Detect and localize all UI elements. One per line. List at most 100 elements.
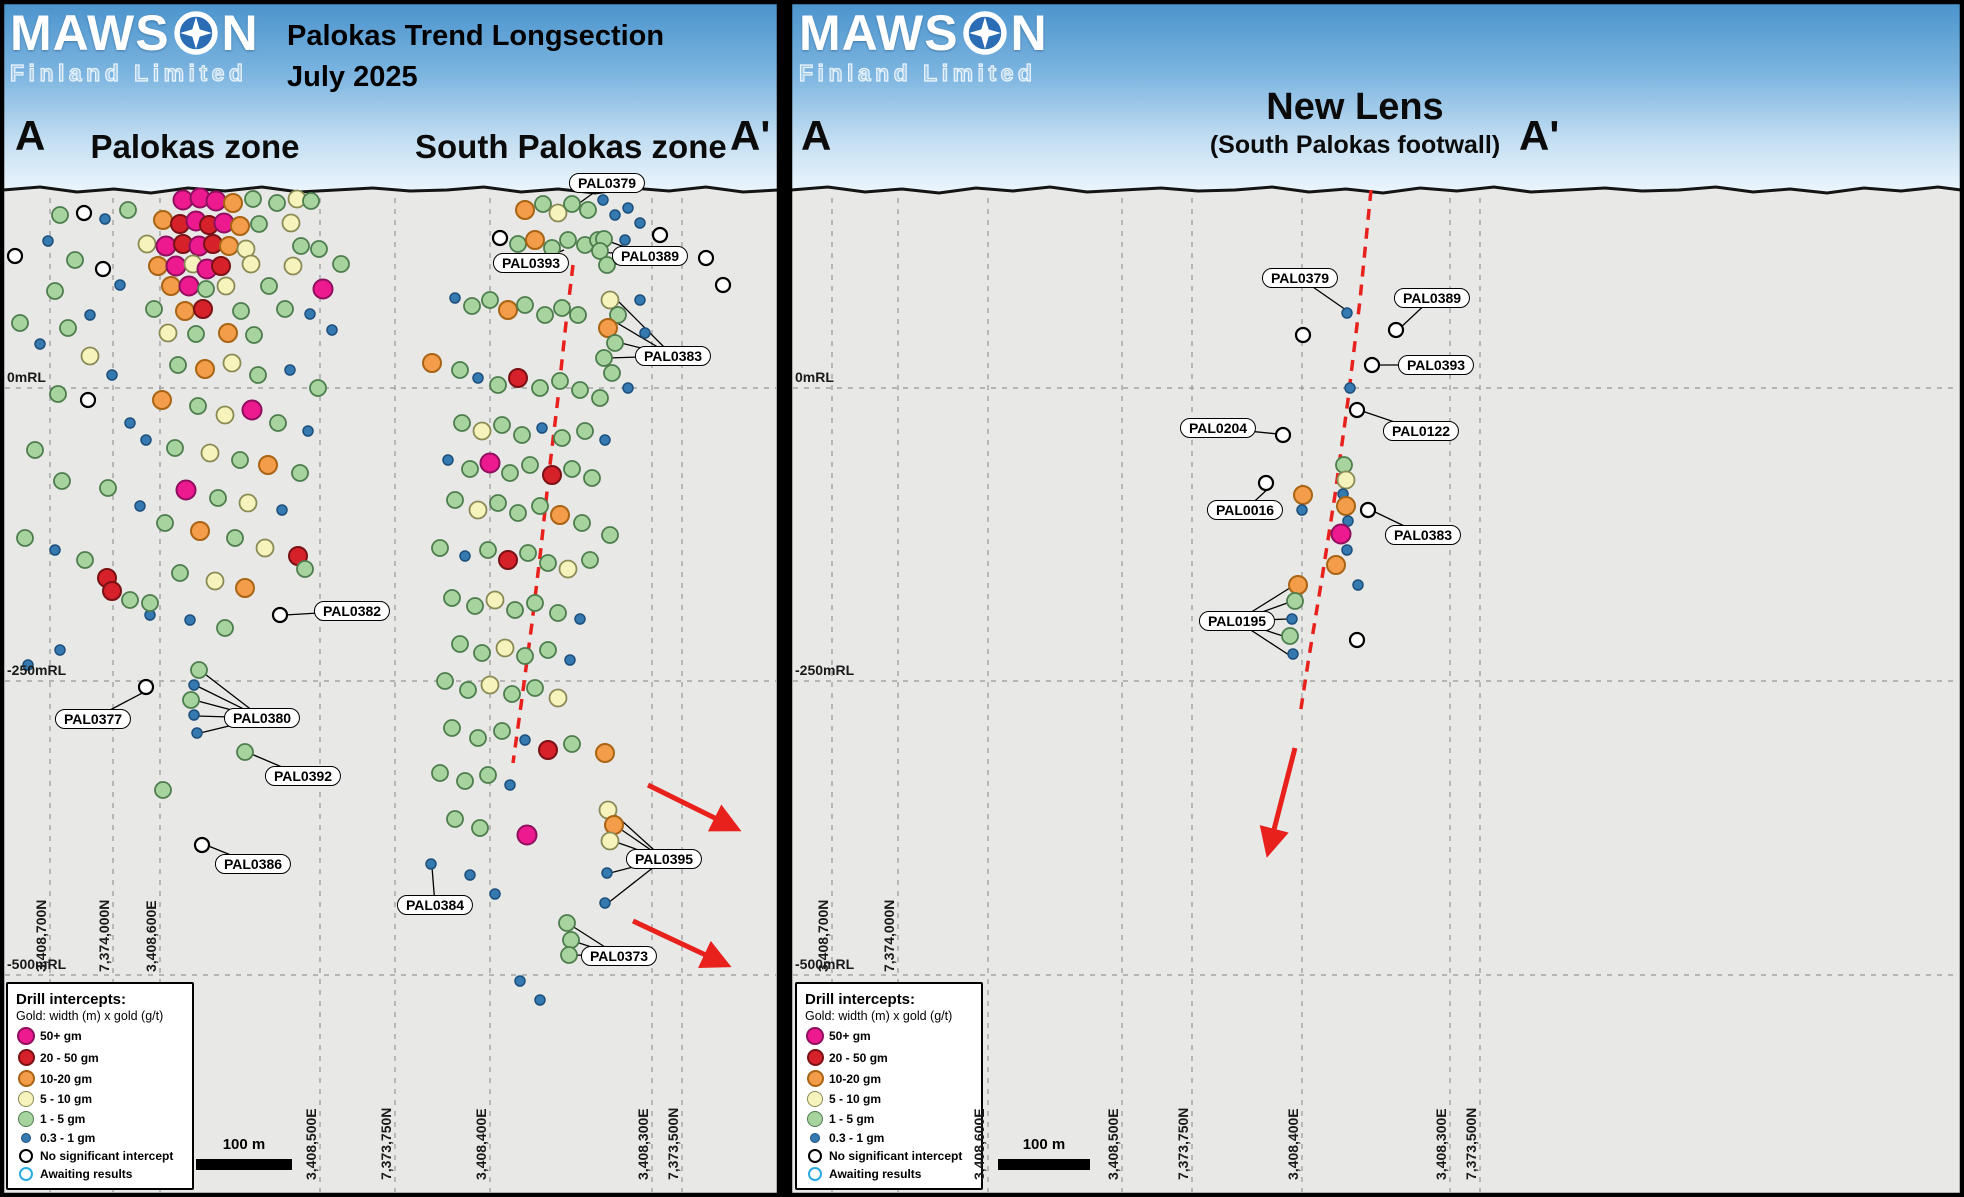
gold-0-3-1-dot [519,734,531,746]
drillhole-label: PAL0016 [1206,500,1284,520]
gold-10-20-dot [550,505,570,525]
gold-10-20-dot [190,521,210,541]
section-marker-aprime-left: A' [730,112,771,159]
gold-0-3-1-dot [622,382,634,394]
drillhole-label: PAL0395 [625,849,703,869]
no-significant-intercept-dot [1359,501,1377,519]
gold-1-5-dot [526,679,544,697]
gold-20-50-dot [508,368,528,388]
gold-50plus-dot [312,278,334,300]
figure-title: Palokas Trend Longsection July 2025 [287,16,664,98]
gold-5-10-dot [137,234,157,254]
gold-1-5-dot [451,361,469,379]
gold-1-5-dot [501,464,519,482]
gold-0-3-1-dot [464,869,476,881]
legend-item-label: Awaiting results [829,1167,922,1181]
scale-bar-rule [196,1159,292,1170]
logo-subtitle: Finland Limited [9,59,248,86]
gold-0-3-1-dot [619,234,631,246]
gold-0-3-1-dot [326,324,338,336]
layer-intercept-dots [6,187,1405,1006]
gold-0-3-1-dot [184,614,196,626]
grid-coordinate-label: 3,408,600E [971,1108,987,1180]
gold-1-5-dot [469,729,487,747]
gold-1-5-dot [187,325,205,343]
no-significant-intercept-legend-dot [19,1149,33,1163]
gold-1-5-dot [493,416,511,434]
gold-1-5-dot [443,589,461,607]
gold-1-5-dot [451,635,469,653]
logo-wordmark: MAWS N [10,8,259,58]
gold-0-3-1-dot [1352,579,1364,591]
gold-1-5-dot [531,379,549,397]
gold-1-5-dot [296,560,314,578]
grid-coordinate-label: 3,408,700N [33,899,49,972]
legend-item-label: 20 - 50 gm [40,1050,99,1065]
no-significant-intercept-dot [1274,426,1292,444]
scale-bar-label: 100 m [1022,1136,1066,1153]
gold-10-20-dot [235,578,255,598]
gold-5-10-dot [255,538,275,558]
no-significant-intercept-dot [1257,474,1275,492]
legend-item-label: 0.3 - 1 gm [829,1131,885,1145]
gold-50plus-legend-dot [806,1027,824,1045]
logo-subtitle: Finland Limited [798,59,1037,86]
drillhole-label: PAL0389 [1393,288,1471,308]
gold-5-10-dot [80,346,100,366]
gold-1-5-dot [479,766,497,784]
gold-20-50-dot [498,550,518,570]
gold-50plus-dot [479,452,501,474]
gold-5-10-dot [495,638,515,658]
gold-1-5-dot [516,647,534,665]
gold-0-3-1-dot [140,434,152,446]
legend-symbol-cell [805,1167,825,1181]
logo-wordmark: MAWS N [799,8,1048,58]
gold-1-5-dot [216,619,234,637]
figure-title-line2: July 2025 [287,61,418,93]
drillhole-label: PAL0392 [264,766,342,786]
drillhole-label: PAL0204 [1179,418,1257,438]
section-marker-a-left: A [15,112,46,159]
gold-1-5-dot [443,719,461,737]
gold-1-5-dot [141,594,159,612]
gold-0-3-1-dot [99,213,111,225]
grid-coordinate-label: 3,408,400E [1285,1108,1301,1180]
gold-1-5-dot [291,464,309,482]
panel-border [789,1,1963,1196]
no-significant-intercept-dot [94,260,112,278]
gold-1-5-dot [16,529,34,547]
gold-1-5-dot [1286,592,1304,610]
legend-items: 50+ gm 20 - 50 gm 10-20 gm 5 - 10 gm 1 - 5 g… [16,1027,184,1181]
drillhole-label: PAL0383 [634,346,712,366]
gold-5-10-dot [238,493,258,513]
legend-item-label: 10-20 gm [40,1071,93,1086]
legend-item-label: 50+ gm [829,1029,871,1043]
gold-1-5-dot [249,366,267,384]
gold-1-5-legend-dot [807,1111,823,1127]
grid-coordinate-label: 7,373,500N [1463,1107,1479,1180]
gold-1-5-dot [431,539,449,557]
gold-0-3-1-dot [425,858,437,870]
gold-5-10-dot [558,559,578,579]
gold-1-5-dot [276,300,294,318]
gold-0-3-1-dot [536,422,548,434]
gold-0-3-1-dot [564,654,576,666]
legend-symbol-cell [16,1149,36,1163]
legend-item: 20 - 50 gm [805,1049,973,1066]
gold-10-20-legend-dot [806,1070,824,1087]
gold-1-5-dot [549,604,567,622]
legend-item: 10-20 gm [805,1070,973,1087]
gold-1-5-dot [436,672,454,690]
grid-coordinate-label: 3,408,600E [143,900,159,972]
gold-1-5-dot [560,946,578,964]
grid-coordinate-label: 7,374,000N [96,899,112,972]
gold-5-10-dot [485,590,505,610]
elevation-label: -250mRL [795,662,855,678]
no-significant-intercept-dot [79,391,97,409]
gold-1-5-dot [190,661,208,679]
legend-item: 5 - 10 gm [16,1091,184,1107]
drillhole-label: PAL0379 [1261,268,1339,288]
no-significant-intercept-dot [491,229,509,247]
gold-1-5-dot [244,190,262,208]
gold-1-5-dot [573,514,591,532]
